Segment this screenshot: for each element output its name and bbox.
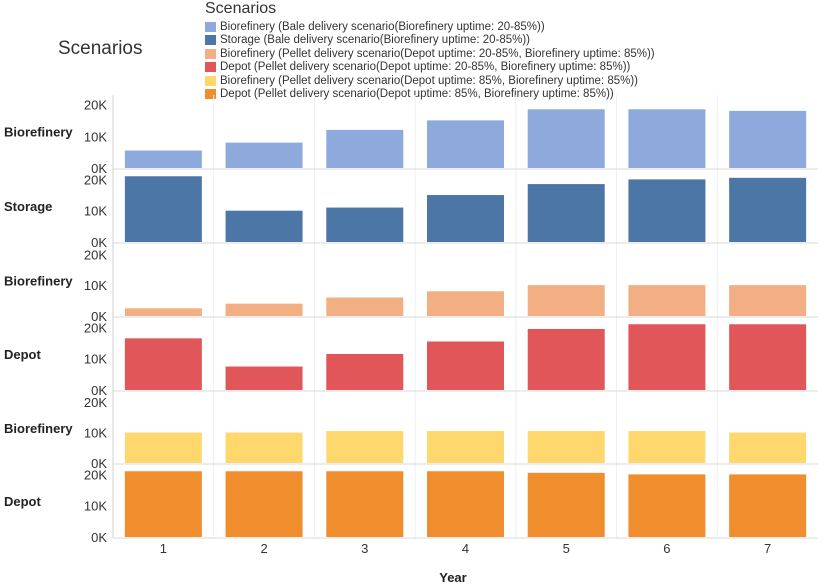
y-tick-label: 0K [91, 235, 107, 250]
bar [124, 338, 202, 390]
legend-item: Storage (Bale delivery scenario(Biorefin… [205, 34, 655, 48]
y-tick-label: 10K [84, 426, 107, 441]
row-label: Depot [4, 347, 42, 362]
bar [326, 431, 404, 463]
y-tick-label: 10K [84, 278, 107, 293]
legend-swatch [205, 89, 216, 100]
bar [729, 432, 807, 463]
legend-swatch [205, 35, 216, 46]
bar [124, 471, 202, 537]
bar [427, 471, 504, 537]
legend-item: Depot (Pellet delivery scenario(Depot up… [205, 88, 655, 102]
y-tick-label: 20K [84, 172, 107, 187]
legend-label: Depot (Pellet delivery scenario(Depot up… [220, 88, 614, 101]
legend-item: Biorefinery (Pellet delivery scenario(De… [205, 74, 655, 88]
bar [225, 142, 303, 168]
page-title: Scenarios [58, 38, 143, 59]
x-tick-label: 7 [764, 541, 771, 556]
y-tick-label: 20K [84, 395, 107, 410]
bar [527, 285, 605, 316]
bar [628, 285, 706, 316]
x-tick-label: 4 [462, 541, 469, 556]
legend-items: Biorefinery (Bale delivery scenario(Bior… [205, 20, 655, 101]
bar [326, 297, 404, 316]
bar [427, 431, 504, 463]
y-tick-label: 0K [91, 530, 107, 545]
bar [729, 285, 807, 316]
bar [326, 354, 404, 390]
y-tick-label: 0K [91, 383, 107, 398]
bar [326, 471, 404, 537]
bar [225, 366, 303, 390]
legend-label: Biorefinery (Bale delivery scenario(Bior… [220, 20, 545, 33]
legend-item: Biorefinery (Pellet delivery scenario(De… [205, 47, 655, 61]
bar [124, 150, 202, 168]
legend-label: Storage (Bale delivery scenario(Biorefin… [220, 34, 531, 47]
bar [427, 195, 504, 242]
legend-swatch [205, 62, 216, 73]
bar [527, 109, 605, 168]
bar [628, 431, 706, 463]
bar [628, 474, 706, 537]
y-tick-label: 0K [91, 161, 107, 176]
bar [124, 432, 202, 463]
legend-swatch [205, 21, 216, 32]
bar [729, 110, 807, 168]
bar [326, 129, 404, 168]
y-tick-label: 10K [84, 499, 107, 514]
row-label: Biorefinery [4, 421, 73, 436]
x-tick-label: 1 [160, 541, 167, 556]
y-tick-label: 20K [84, 320, 107, 335]
y-tick-label: 10K [84, 352, 107, 367]
x-tick-label: 3 [361, 541, 368, 556]
bar [124, 308, 202, 316]
bar [527, 472, 605, 537]
y-tick-label: 10K [84, 129, 107, 144]
bar [527, 184, 605, 242]
x-tick-label: 5 [563, 541, 570, 556]
row-label: Depot [4, 494, 42, 509]
legend-item: Depot (Pellet delivery scenario(Depot up… [205, 61, 655, 75]
legend-title: Scenarios [205, 0, 277, 17]
y-tick-label: 20K [84, 247, 107, 262]
bar [225, 210, 303, 242]
bar [427, 120, 504, 168]
y-tick-label: 10K [84, 204, 107, 219]
legend-label: Depot (Pellet delivery scenario(Depot up… [220, 61, 631, 74]
bar [225, 432, 303, 463]
bar [326, 207, 404, 242]
legend-label: Biorefinery (Pellet delivery scenario(De… [220, 47, 655, 60]
bar [729, 324, 807, 390]
legend: Scenarios Biorefinery (Bale delivery sce… [205, 0, 655, 101]
row-label: Biorefinery [4, 125, 73, 140]
bar [225, 303, 303, 316]
bar [527, 328, 605, 390]
bar [124, 176, 202, 242]
bar [527, 431, 605, 463]
x-tick-label: 6 [663, 541, 670, 556]
bar [628, 109, 706, 168]
bar [628, 324, 706, 390]
legend-item: Biorefinery (Bale delivery scenario(Bior… [205, 20, 655, 34]
bar [628, 179, 706, 242]
y-tick-label: 20K [84, 98, 107, 113]
bar [427, 291, 504, 316]
y-tick-label: 0K [91, 456, 107, 471]
legend-swatch [205, 75, 216, 86]
x-tick-label: 2 [260, 541, 267, 556]
row-label: Biorefinery [4, 274, 73, 289]
y-tick-label: 20K [84, 467, 107, 482]
legend-swatch [205, 48, 216, 59]
legend-label: Biorefinery (Pellet delivery scenario(De… [220, 74, 639, 87]
bar [427, 341, 504, 390]
row-label: Storage [4, 199, 52, 214]
y-tick-label: 0K [91, 309, 107, 324]
bar [225, 471, 303, 537]
x-axis-title: Year [439, 570, 466, 585]
bar [729, 474, 807, 537]
bar [729, 177, 807, 242]
